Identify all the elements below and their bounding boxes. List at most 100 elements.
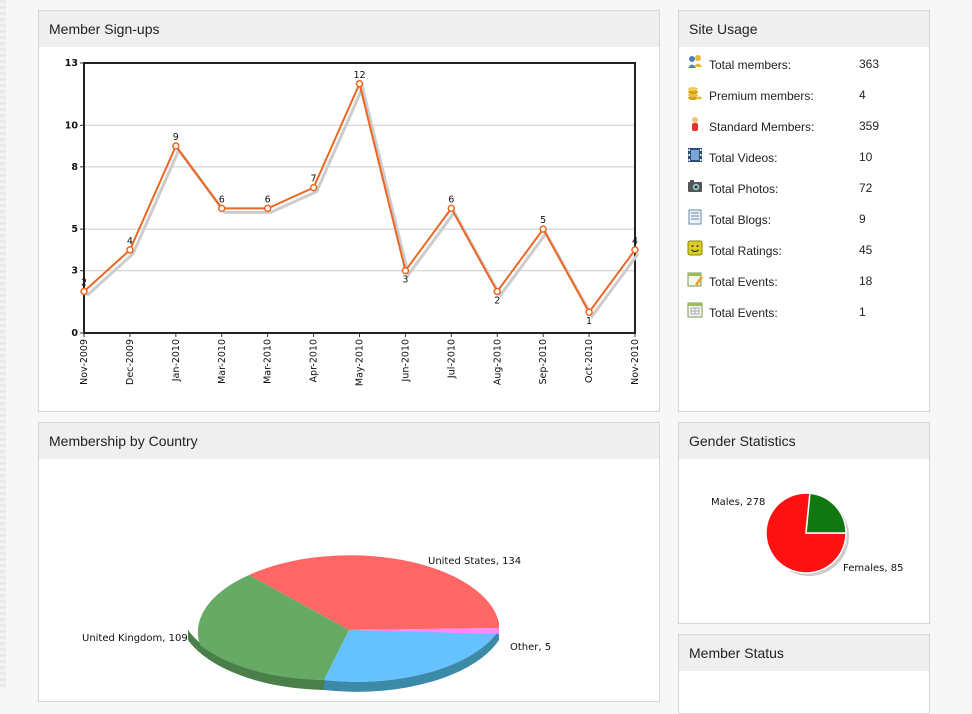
pie-slice-other-blue (324, 630, 499, 682)
film-icon (688, 148, 702, 162)
data-label: 9 (173, 132, 179, 143)
data-point (172, 142, 180, 150)
data-point (585, 308, 593, 316)
membership-by-country-panel: Membership by Country United States, 134… (38, 422, 660, 702)
gender-statistics-title: Gender Statistics (679, 423, 929, 459)
data-point (401, 266, 410, 275)
data-label: 4 (127, 236, 133, 247)
gender-statistics-chart: Males, 278 Females, 85 (711, 492, 903, 576)
pie-3d-body (188, 555, 499, 692)
data-point (355, 80, 364, 88)
usage-row-total-blogs: Total Blogs: 9 (679, 202, 929, 233)
data-point (80, 287, 88, 296)
y-tick-label: 5 (71, 224, 78, 235)
data-point (309, 183, 318, 192)
data-label: 6 (219, 194, 225, 205)
pie-slice-united-kingdom (197, 575, 349, 680)
data-point (126, 246, 134, 254)
data-point (263, 204, 272, 213)
y-tick-label: 8 (71, 162, 78, 173)
usage-row-total-events: Total Events: 18 (679, 264, 929, 295)
usage-value: 363 (859, 57, 880, 71)
usage-row-total-events-2: Total Events: 1 (679, 295, 929, 326)
document-icon (688, 209, 702, 225)
y-tick-label: 0 (71, 328, 78, 339)
usage-row-total-photos: Total Photos: 72 (679, 171, 929, 202)
data-point (447, 204, 456, 213)
usage-label: Total Videos: (709, 151, 778, 165)
data-point (631, 246, 639, 254)
standard-member-icon (692, 117, 698, 131)
x-tick-label: Nov-2010 (630, 339, 641, 385)
edit-calendar-icon (687, 272, 703, 287)
series-shadow (85, 83, 640, 320)
data-label: 2 (494, 295, 500, 306)
data-label: 7 (311, 174, 317, 185)
pie-label-males: Males, 278 (711, 497, 765, 508)
x-tick-label: Nov-2009 (79, 339, 90, 385)
membership-by-country-chart: United States, 134 United Kingdom, 109 O… (82, 555, 551, 692)
pie-label-united-kingdom: United Kingdom, 109 (82, 633, 188, 644)
usage-label: Total Events: (709, 275, 778, 289)
x-tick-label: May-2010 (355, 339, 366, 386)
member-signups-title: Member Sign-ups (39, 11, 659, 47)
data-point (493, 287, 501, 296)
site-usage-panel: Site Usage Total members: 363 Premium me… (678, 10, 930, 412)
x-tick-label: Jun-2010 (400, 339, 411, 382)
coins-icon (688, 87, 702, 100)
usage-row-premium-members: Premium members: 4 (679, 78, 929, 109)
data-label: 1 (586, 316, 592, 327)
usage-row-total-videos: Total Videos: 10 (679, 140, 929, 171)
x-tick-label: Aug-2010 (492, 339, 503, 385)
pie-side-uk (188, 630, 324, 690)
x-tick-label: Jul-2010 (446, 339, 457, 379)
usage-row-total-ratings: Total Ratings: 45 (679, 233, 929, 264)
usage-label: Total Events: (709, 306, 778, 320)
pie-label-united-states: United States, 134 (428, 556, 521, 567)
usage-value: 359 (859, 119, 880, 133)
usage-value: 10 (859, 150, 873, 164)
pie-slice-other (349, 628, 499, 634)
member-status-title: Member Status (679, 635, 929, 671)
data-label: 2 (81, 277, 87, 288)
pie-label-other: Other, 5 (510, 642, 551, 653)
pie-slice-united-states (249, 555, 499, 630)
usage-value: 45 (859, 243, 873, 257)
members-icon (688, 55, 702, 68)
data-label: 4 (632, 236, 638, 247)
calendar-icon (687, 302, 703, 318)
member-signups-panel: Member Sign-ups 0 3 5 8 10 13 Nov-2009 Dec-2009… (38, 10, 660, 412)
series-line (83, 80, 636, 315)
usage-value: 9 (859, 212, 866, 226)
usage-label: Standard Members: (709, 120, 815, 134)
x-tick-label: Mar-2010 (217, 339, 228, 384)
member-status-panel: Member Status (678, 634, 930, 714)
y-tick-label: 13 (65, 58, 78, 69)
site-usage-title: Site Usage (679, 11, 929, 47)
membership-by-country-title: Membership by Country (39, 423, 659, 459)
usage-row-standard-members: Standard Members: 359 (679, 109, 929, 140)
plot-frame (83, 62, 636, 334)
data-label: 3 (402, 275, 408, 286)
pie-slice-females (805, 492, 847, 534)
usage-value: 18 (859, 274, 873, 288)
pie-side-other (324, 630, 499, 692)
x-tick-label: Dec-2009 (125, 339, 136, 385)
pie-label-females: Females, 85 (843, 563, 903, 574)
data-point (218, 204, 226, 213)
data-point (539, 225, 547, 233)
data-label: 6 (448, 194, 454, 205)
usage-value: 72 (859, 181, 873, 195)
x-tick-label: Sep-2010 (538, 339, 549, 385)
usage-row-total-members: Total members: 363 (679, 47, 929, 78)
usage-value: 4 (859, 88, 866, 102)
smiley-icon (687, 240, 703, 256)
usage-value: 1 (859, 305, 866, 319)
usage-label: Premium members: (709, 89, 814, 103)
y-tick-label: 3 (71, 266, 78, 277)
camera-icon (688, 180, 702, 192)
y-tick-label: 10 (65, 120, 79, 131)
usage-label: Total Photos: (709, 182, 779, 196)
usage-label: Total Blogs: (709, 213, 772, 227)
